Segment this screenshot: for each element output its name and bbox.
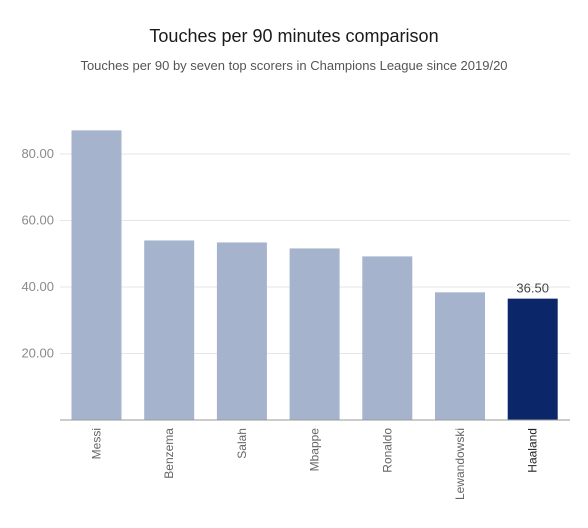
bar-haaland: [507, 298, 558, 420]
bar-lewandowski: [435, 292, 485, 420]
category-label-salah: Salah: [235, 428, 249, 459]
bar-salah: [216, 242, 267, 420]
y-tick-label: 80.00: [21, 146, 54, 161]
category-label-ronaldo: Ronaldo: [380, 428, 394, 473]
data-label-haaland: 36.50: [516, 281, 549, 296]
category-label-haaland: Haaland: [526, 428, 540, 473]
chart-subtitle: Touches per 90 by seven top scorers in C…: [80, 58, 508, 73]
bar-mbappe: [289, 248, 340, 420]
x-axis-categories: Messi Benzema Salah Mbappe Ronaldo Lewandowsk…: [90, 428, 540, 500]
category-label-lewandowski: Lewandowski: [453, 428, 467, 500]
y-tick-label: 60.00: [21, 213, 54, 228]
y-tick-label: 40.00: [21, 279, 54, 294]
y-tick-label: 20.00: [21, 346, 54, 361]
category-label-mbappe: Mbappe: [308, 428, 322, 472]
bar-benzema: [144, 240, 195, 420]
bar-ronaldo: [362, 256, 413, 420]
category-label-messi: Messi: [90, 428, 104, 459]
y-axis-ticks: 20.00 40.00 60.00 80.00: [21, 146, 54, 361]
data-labels: 36.50: [516, 281, 549, 296]
chart-title: Touches per 90 minutes comparison: [149, 26, 439, 46]
category-label-benzema: Benzema: [162, 428, 176, 479]
bars: [71, 130, 558, 420]
bar-messi: [71, 130, 122, 420]
